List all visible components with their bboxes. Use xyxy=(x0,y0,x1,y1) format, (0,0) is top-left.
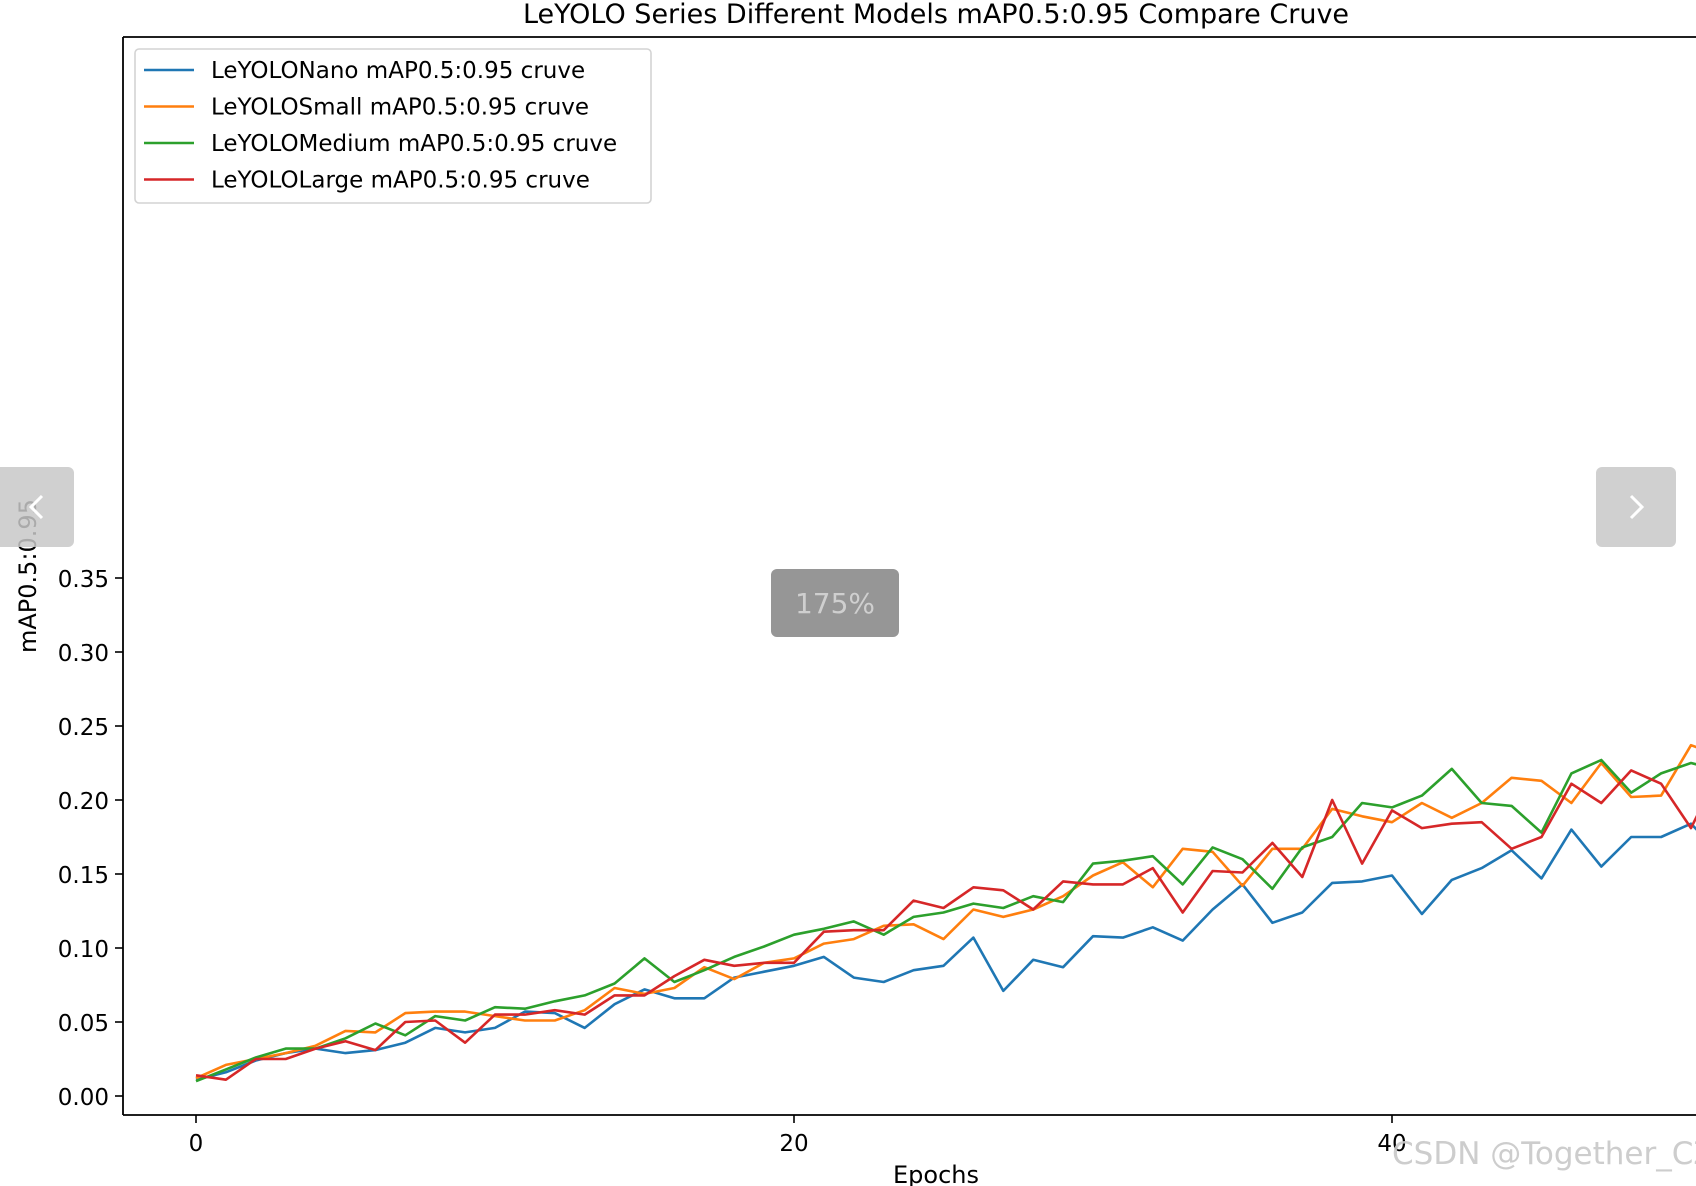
x-tick-label: 0 xyxy=(189,1131,204,1157)
chart-title: LeYOLO Series Different Models mAP0.5:0.… xyxy=(523,0,1349,30)
legend-label: LeYOLOSmall mAP0.5:0.95 cruve xyxy=(211,95,589,121)
x-axis-label: Epochs xyxy=(893,1161,979,1186)
legend-label: LeYOLOLarge mAP0.5:0.95 cruve xyxy=(211,168,590,194)
y-tick-label: 0.10 xyxy=(58,937,109,963)
watermark: CSDN @Together_CZ xyxy=(1392,1136,1696,1172)
next-image-button[interactable] xyxy=(1596,467,1676,547)
chevron-right-icon xyxy=(1629,494,1645,520)
y-tick-label: 0.05 xyxy=(58,1011,109,1037)
zoom-level-badge: 175% xyxy=(771,569,899,637)
chevron-left-icon xyxy=(28,494,44,520)
y-tick-label: 0.35 xyxy=(58,567,109,593)
series-line-1 xyxy=(195,822,1696,1081)
y-tick-label: 0.25 xyxy=(58,715,109,741)
series-line-3 xyxy=(195,758,1696,1083)
legend-label: LeYOLONano mAP0.5:0.95 cruve xyxy=(211,58,585,84)
series-line-4 xyxy=(195,769,1696,1081)
legend-label: LeYOLOMedium mAP0.5:0.95 cruve xyxy=(211,131,617,157)
y-tick-label: 0.30 xyxy=(58,641,109,667)
legend-box xyxy=(134,48,652,204)
x-tick-label: 40 xyxy=(1377,1131,1406,1157)
x-tick-label: 20 xyxy=(779,1131,808,1157)
y-tick-label: 0.20 xyxy=(58,789,109,815)
series-line-2 xyxy=(195,743,1696,1080)
y-tick-label: 0.00 xyxy=(58,1085,109,1111)
previous-image-button[interactable] xyxy=(0,467,74,547)
y-tick-label: 0.15 xyxy=(58,863,109,889)
